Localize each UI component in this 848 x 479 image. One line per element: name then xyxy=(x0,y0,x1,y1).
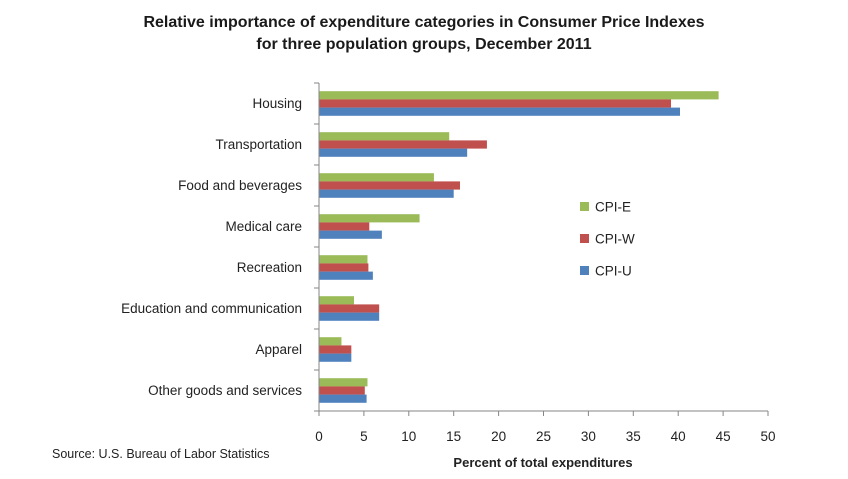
x-tick-label: 45 xyxy=(716,429,731,444)
bar-cpi-u-7 xyxy=(319,394,367,403)
bar-cpi-w-2 xyxy=(319,181,460,190)
legend-swatch-cpi-w xyxy=(580,234,589,243)
x-tick-label: 35 xyxy=(626,429,641,444)
bar-cpi-e-4 xyxy=(319,255,368,264)
x-tick-label: 15 xyxy=(446,429,461,444)
legend-swatch-cpi-u xyxy=(580,266,589,275)
x-tick-label: 5 xyxy=(360,429,368,444)
bar-cpi-u-2 xyxy=(319,189,454,198)
chart-title: Relative importance of expenditure categ… xyxy=(0,12,848,56)
bar-cpi-e-7 xyxy=(319,378,368,387)
bar-cpi-e-0 xyxy=(319,91,719,100)
category-label: Medical care xyxy=(225,219,302,234)
source-note: Source: U.S. Bureau of Labor Statistics xyxy=(52,447,270,461)
category-label: Other goods and services xyxy=(148,383,302,398)
x-tick-label: 20 xyxy=(491,429,506,444)
x-tick-label: 25 xyxy=(536,429,551,444)
category-label: Transportation xyxy=(215,137,302,152)
bar-cpi-u-6 xyxy=(319,353,352,362)
x-tick-label: 0 xyxy=(315,429,323,444)
bar-cpi-w-6 xyxy=(319,345,352,354)
category-label: Food and beverages xyxy=(178,178,302,193)
bar-cpi-w-0 xyxy=(319,99,672,108)
bar-cpi-w-3 xyxy=(319,222,370,231)
chart-title-line-1: Relative importance of expenditure categ… xyxy=(143,14,705,31)
category-label: Education and communication xyxy=(121,301,302,316)
bar-cpi-w-5 xyxy=(319,304,380,313)
bar-cpi-e-6 xyxy=(319,337,342,346)
bar-cpi-e-2 xyxy=(319,173,434,182)
bar-cpi-w-1 xyxy=(319,140,487,149)
legend-swatch-cpi-e xyxy=(580,202,589,211)
legend-label-cpi-u: CPI-U xyxy=(595,264,632,279)
chart-title-line-2: for three population groups, December 20… xyxy=(256,36,592,53)
x-tick-label: 40 xyxy=(671,429,686,444)
bar-cpi-u-5 xyxy=(319,312,380,321)
bar-cpi-u-3 xyxy=(319,230,382,239)
legend-label-cpi-w: CPI-W xyxy=(595,232,635,247)
x-axis-label: Percent of total expenditures xyxy=(453,455,632,470)
bar-cpi-u-0 xyxy=(319,107,680,116)
category-label: Recreation xyxy=(237,260,302,275)
bar-cpi-w-7 xyxy=(319,386,365,395)
bar-cpi-u-4 xyxy=(319,271,373,280)
category-label: Apparel xyxy=(255,342,302,357)
bar-cpi-e-1 xyxy=(319,132,450,141)
bar-cpi-e-3 xyxy=(319,214,420,223)
bar-cpi-w-4 xyxy=(319,263,369,272)
category-label: Housing xyxy=(252,96,302,111)
legend-label-cpi-e: CPI-E xyxy=(595,200,631,215)
x-tick-label: 50 xyxy=(760,429,775,444)
bar-cpi-u-1 xyxy=(319,148,468,157)
bar-cpi-e-5 xyxy=(319,296,355,305)
x-tick-label: 10 xyxy=(401,429,416,444)
x-tick-label: 30 xyxy=(581,429,596,444)
